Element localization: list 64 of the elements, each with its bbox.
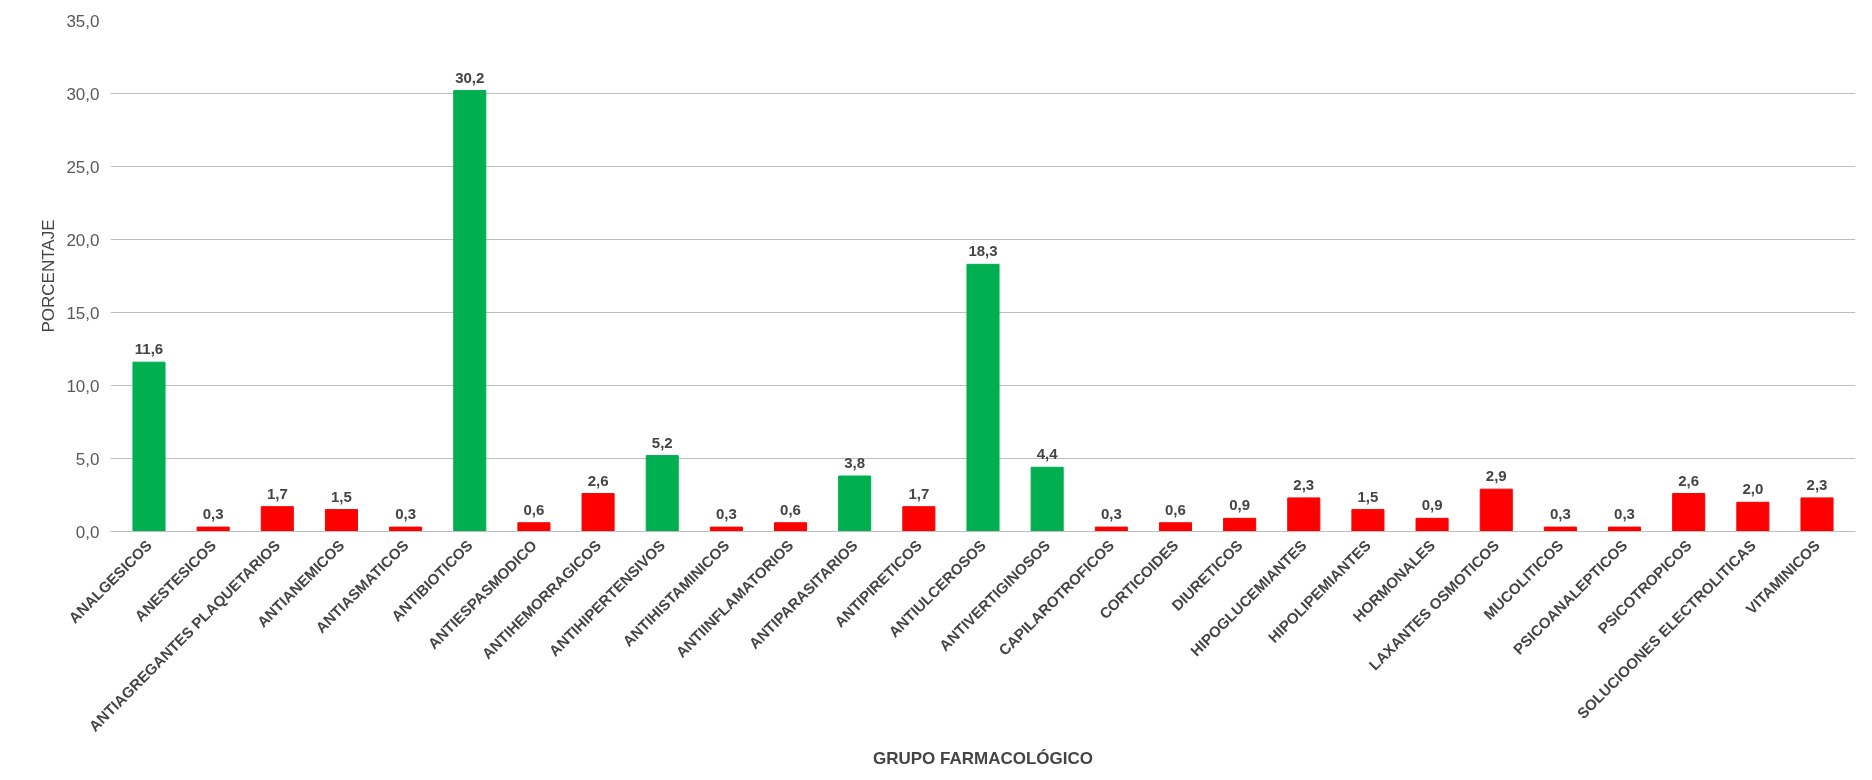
data-label: 2,9 (1485, 467, 1507, 485)
bar (838, 475, 872, 532)
y-axis-title: PORCENTAJE (39, 219, 59, 333)
bar (1223, 517, 1257, 532)
data-label: 2,3 (1293, 475, 1315, 493)
bar (1800, 497, 1834, 532)
bar (132, 361, 166, 532)
data-label: 0,6 (780, 500, 801, 518)
data-label: 2,3 (1806, 475, 1828, 493)
data-label: 0,3 (202, 505, 224, 523)
bar (1287, 497, 1321, 532)
x-axis-title: GRUPO FARMACOLÓGICO (872, 748, 1094, 768)
data-label: 0,3 (395, 505, 417, 523)
y-tick-label: 35,0 (66, 11, 100, 31)
data-label: 0,6 (523, 500, 545, 518)
data-label: 2,6 (1678, 471, 1700, 489)
bar (324, 509, 358, 532)
data-label: 0,6 (1165, 500, 1186, 518)
data-label: 0,9 (1229, 496, 1251, 514)
y-tick-label: 0,0 (75, 522, 100, 542)
data-label: 3,8 (844, 454, 866, 472)
bar (645, 455, 679, 532)
data-label: 2,6 (587, 471, 609, 489)
bar (1479, 488, 1513, 532)
data-label: 0,3 (715, 505, 737, 523)
y-tick-label: 30,0 (66, 84, 100, 104)
bar (1736, 501, 1770, 532)
data-label: 1,7 (266, 484, 288, 502)
data-label: 1,7 (908, 484, 930, 502)
bar (1030, 466, 1064, 532)
bar (1415, 517, 1449, 532)
data-label: 30,2 (455, 68, 485, 86)
bar (774, 522, 808, 532)
data-label: 0,3 (1549, 505, 1571, 523)
bar (260, 506, 294, 532)
bar (453, 90, 487, 532)
y-tick-label: 25,0 (66, 157, 100, 177)
bar (196, 526, 230, 532)
bar (966, 263, 1000, 532)
data-label: 4,4 (1036, 445, 1059, 463)
bar (1094, 526, 1128, 532)
bar (1543, 526, 1577, 532)
bar (902, 506, 936, 532)
data-label: 0,3 (1100, 505, 1122, 523)
bar (1351, 509, 1385, 532)
y-tick-label: 15,0 (66, 303, 100, 323)
y-tick-label: 5,0 (75, 449, 100, 469)
data-label: 2,0 (1742, 480, 1764, 498)
data-label: 0,3 (1614, 505, 1635, 523)
bar (1608, 526, 1642, 532)
y-tick-label: 10,0 (66, 376, 100, 396)
data-label: 1,5 (331, 487, 352, 505)
data-label: 0,9 (1421, 496, 1443, 514)
bar (709, 526, 743, 532)
data-label: 1,5 (1357, 487, 1379, 505)
data-label: 5,2 (651, 433, 673, 451)
bar (1158, 522, 1192, 532)
bar (517, 522, 551, 532)
data-label: 11,6 (134, 340, 164, 358)
y-tick-label: 20,0 (66, 230, 100, 250)
bar (389, 526, 423, 532)
data-label: 18,3 (968, 242, 998, 260)
bar (1672, 493, 1706, 532)
bar (581, 493, 615, 532)
